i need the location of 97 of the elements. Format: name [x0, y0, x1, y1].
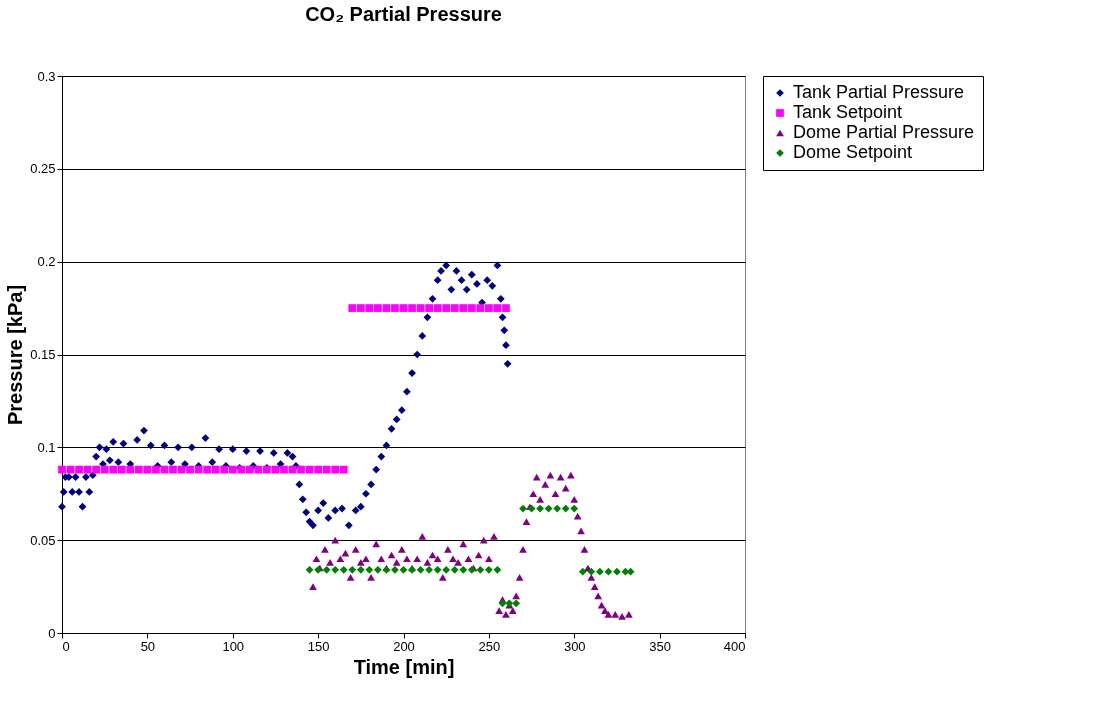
point — [348, 304, 357, 312]
y-tick-label: 0.2 — [37, 254, 56, 270]
point — [297, 465, 305, 474]
point — [570, 504, 579, 513]
point — [459, 304, 468, 312]
point — [374, 304, 382, 312]
point — [109, 465, 118, 474]
point — [314, 465, 322, 474]
point — [399, 304, 408, 312]
point — [442, 304, 451, 312]
y-axis-title: Pressure [kPa] — [4, 284, 27, 426]
point — [553, 504, 562, 513]
point — [399, 566, 408, 574]
y-tick-label: 0.05 — [30, 532, 56, 548]
point — [450, 304, 459, 312]
x-tick-label: 100 — [222, 638, 245, 654]
point — [100, 465, 109, 474]
point — [322, 465, 331, 474]
point — [169, 465, 177, 474]
legend-label: Dome Setpoint — [793, 142, 913, 162]
point — [502, 304, 510, 312]
y-tick-label: 0 — [48, 625, 56, 641]
point — [433, 304, 442, 312]
y-tick-label: 0.15 — [30, 347, 56, 362]
point — [305, 566, 314, 574]
point — [220, 465, 229, 474]
legend-label: Tank Setpoint — [793, 102, 903, 122]
point — [75, 465, 83, 474]
x-tick-label: 250 — [478, 638, 501, 654]
x-tick-label: 300 — [563, 638, 586, 654]
point — [485, 566, 493, 574]
point — [339, 465, 348, 474]
point — [613, 567, 621, 576]
point — [134, 465, 143, 474]
legend-label: Tank Partial Pressure — [793, 82, 965, 102]
point — [186, 465, 194, 474]
point — [408, 304, 416, 312]
point — [587, 567, 596, 576]
point — [228, 465, 237, 474]
point — [442, 566, 451, 574]
point — [498, 599, 507, 608]
point — [331, 465, 340, 474]
point — [512, 599, 521, 608]
x-axis-title: Time [min] — [353, 655, 455, 678]
y-tick-label: 0.1 — [37, 439, 56, 455]
y-tick-label: 0.25 — [30, 161, 56, 177]
point — [544, 504, 553, 513]
point — [374, 566, 382, 574]
point — [365, 304, 374, 312]
point — [425, 304, 433, 312]
point — [459, 566, 468, 574]
point — [339, 566, 348, 574]
y-tick-label: 0.3 — [37, 68, 56, 84]
point — [203, 465, 212, 474]
point — [476, 566, 485, 574]
point — [391, 304, 399, 312]
point — [485, 304, 493, 312]
point — [416, 304, 425, 312]
point — [92, 465, 101, 474]
x-tick-label: 50 — [140, 638, 156, 654]
point — [280, 465, 288, 474]
point — [348, 566, 357, 574]
point — [476, 304, 485, 312]
point — [391, 566, 399, 574]
point — [604, 567, 613, 576]
point — [493, 566, 502, 574]
legend-label: Dome Partial Pressure — [793, 122, 975, 142]
point — [433, 566, 442, 574]
point — [152, 465, 160, 474]
point — [425, 566, 433, 574]
x-tick-label: 0 — [62, 638, 70, 654]
point — [382, 304, 391, 312]
point — [561, 504, 570, 513]
point — [356, 304, 365, 312]
point — [58, 465, 66, 474]
point — [245, 465, 254, 474]
point — [519, 504, 527, 513]
point — [365, 566, 374, 574]
point — [578, 567, 587, 576]
point — [450, 566, 459, 574]
point — [322, 566, 331, 574]
point — [126, 465, 135, 474]
point — [493, 304, 502, 312]
chart-title: CO₂ Partial Pressure — [305, 3, 502, 25]
point — [331, 566, 340, 574]
point — [467, 304, 476, 312]
point — [595, 567, 604, 576]
x-tick-label: 350 — [649, 638, 671, 654]
x-tick-label: 200 — [393, 638, 415, 654]
x-tick-label: 150 — [307, 638, 330, 654]
point — [416, 566, 425, 574]
point — [254, 465, 263, 474]
point — [536, 504, 544, 513]
point — [117, 465, 126, 474]
point — [211, 465, 220, 474]
point — [356, 566, 365, 574]
x-tick-label: 400 — [723, 638, 746, 654]
